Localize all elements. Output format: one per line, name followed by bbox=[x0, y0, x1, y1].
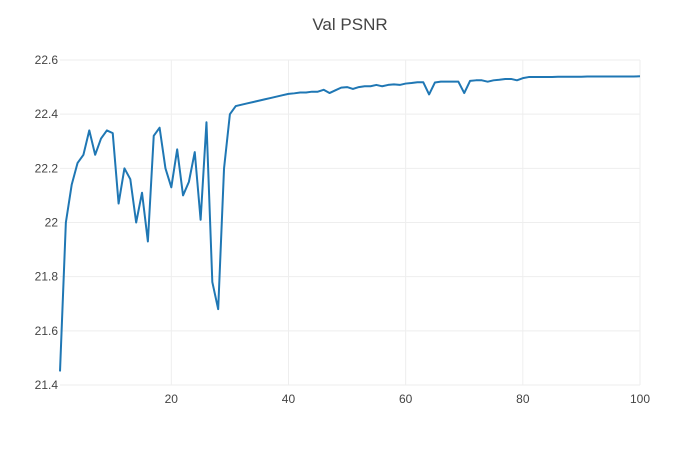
chart-title: Val PSNR bbox=[312, 15, 387, 34]
y-tick-label: 22.6 bbox=[35, 53, 59, 67]
x-tick-label: 100 bbox=[630, 392, 650, 406]
x-tick-label: 80 bbox=[516, 392, 530, 406]
grid-layer bbox=[60, 59, 641, 386]
x-tick-label: 60 bbox=[399, 392, 413, 406]
y-tick-label: 22 bbox=[45, 216, 59, 230]
series-line bbox=[59, 75, 641, 372]
series-layer bbox=[59, 75, 641, 372]
y-tick-label: 21.6 bbox=[35, 324, 59, 338]
y-tick-label: 22.2 bbox=[35, 161, 59, 175]
x-tick-label: 20 bbox=[165, 392, 179, 406]
x-tick-label: 40 bbox=[282, 392, 296, 406]
y-tick-label: 21.8 bbox=[35, 270, 59, 284]
y-tick-label: 21.4 bbox=[35, 378, 59, 392]
y-tick-label: 22.4 bbox=[35, 107, 59, 121]
tick-layer: 21.4 21.6 21.8 22 22.2 22.4 22.6 20 40 60 80 100 bbox=[35, 53, 651, 406]
